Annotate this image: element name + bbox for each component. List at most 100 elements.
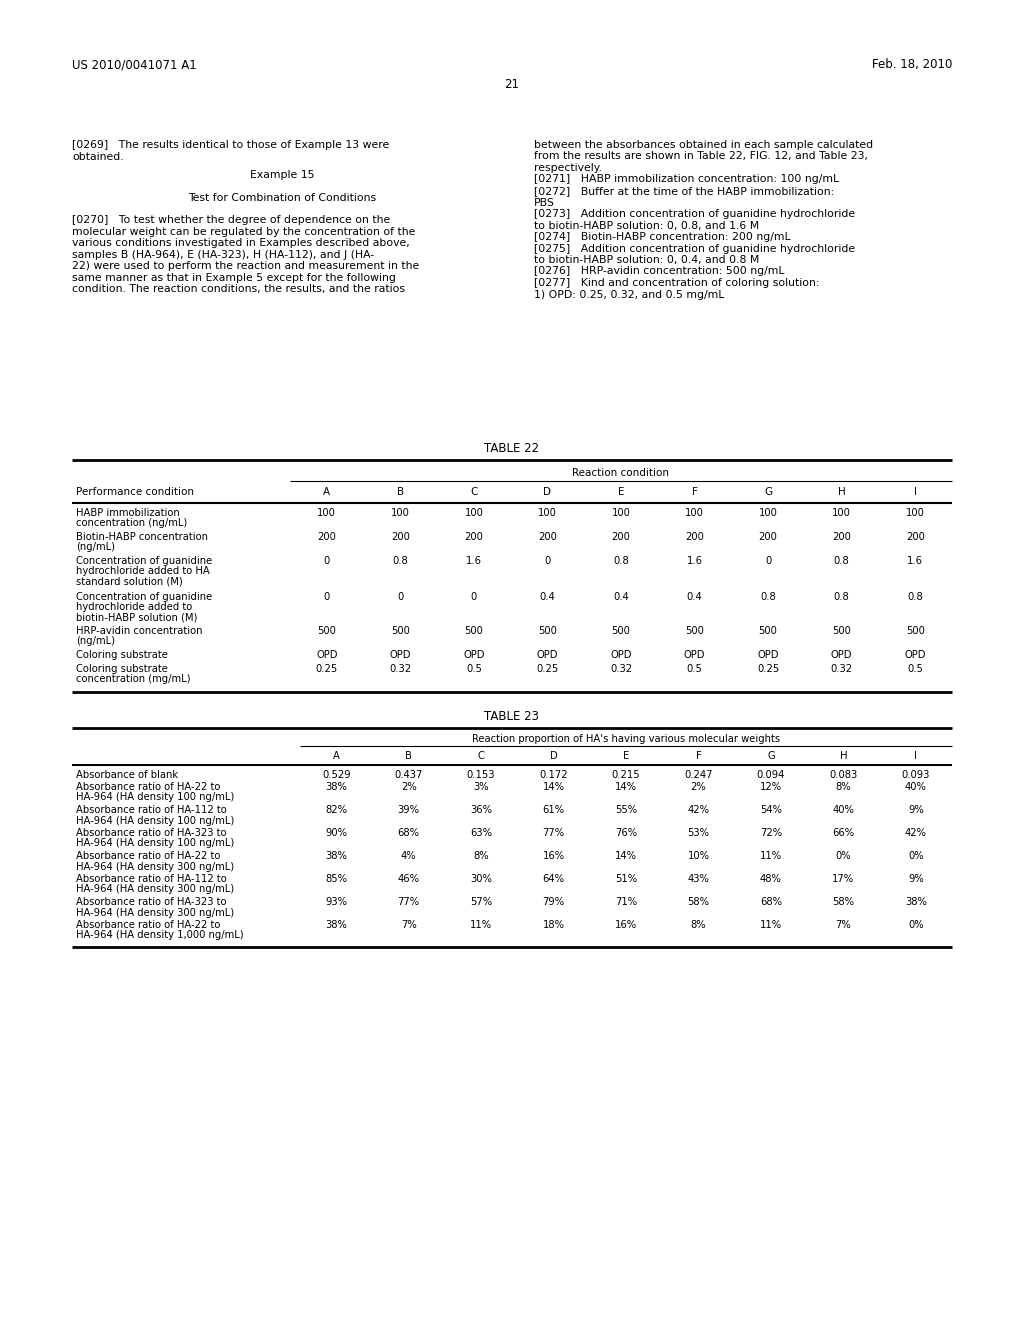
Text: 68%: 68% [760,898,782,907]
Text: 16%: 16% [543,851,564,861]
Text: 4%: 4% [400,851,417,861]
Text: Absorbance ratio of HA-22 to: Absorbance ratio of HA-22 to [76,851,220,861]
Text: HA-964 (HA density 300 ng/mL): HA-964 (HA density 300 ng/mL) [76,884,234,895]
Text: concentration (mg/mL): concentration (mg/mL) [76,675,190,685]
Text: 9%: 9% [908,805,924,814]
Text: 58%: 58% [687,898,710,907]
Text: 200: 200 [759,532,777,543]
Text: 0.153: 0.153 [467,770,496,780]
Text: 77%: 77% [397,898,420,907]
Text: 40%: 40% [833,805,854,814]
Text: 51%: 51% [615,874,637,884]
Text: 14%: 14% [615,851,637,861]
Text: 10%: 10% [687,851,710,861]
Text: OPD: OPD [830,649,852,660]
Text: 1.6: 1.6 [907,556,924,566]
Text: 0.093: 0.093 [901,770,930,780]
Text: 0: 0 [324,556,330,566]
Text: molecular weight can be regulated by the concentration of the: molecular weight can be regulated by the… [72,227,416,236]
Text: Absorbance ratio of HA-323 to: Absorbance ratio of HA-323 to [76,898,226,907]
Text: 0.32: 0.32 [389,664,412,675]
Text: 68%: 68% [397,828,420,838]
Text: Reaction condition: Reaction condition [572,469,670,478]
Text: 64%: 64% [543,874,564,884]
Text: OPD: OPD [904,649,926,660]
Text: Example 15: Example 15 [250,170,314,181]
Text: 18%: 18% [543,920,564,931]
Text: 200: 200 [611,532,631,543]
Text: Absorbance ratio of HA-112 to: Absorbance ratio of HA-112 to [76,805,226,814]
Text: 0.529: 0.529 [322,770,350,780]
Text: 100: 100 [833,508,851,517]
Text: 77%: 77% [543,828,564,838]
Text: 0.25: 0.25 [315,664,338,675]
Text: US 2010/0041071 A1: US 2010/0041071 A1 [72,58,197,71]
Text: 90%: 90% [326,828,347,838]
Text: [0274]   Biotin-HABP concentration: 200 ng/mL: [0274] Biotin-HABP concentration: 200 ng… [534,232,791,242]
Text: [0273]   Addition concentration of guanidine hydrochloride: [0273] Addition concentration of guanidi… [534,209,855,219]
Text: various conditions investigated in Examples described above,: various conditions investigated in Examp… [72,239,410,248]
Text: 38%: 38% [326,851,347,861]
Text: 1.6: 1.6 [686,556,702,566]
Text: 63%: 63% [470,828,493,838]
Text: Absorbance of blank: Absorbance of blank [76,770,178,780]
Text: Absorbance ratio of HA-22 to: Absorbance ratio of HA-22 to [76,781,220,792]
Text: 500: 500 [538,626,557,636]
Text: 61%: 61% [543,805,564,814]
Text: Absorbance ratio of HA-323 to: Absorbance ratio of HA-323 to [76,828,226,838]
Text: HA-964 (HA density 300 ng/mL): HA-964 (HA density 300 ng/mL) [76,862,234,871]
Text: Absorbance ratio of HA-22 to: Absorbance ratio of HA-22 to [76,920,220,931]
Text: 8%: 8% [473,851,488,861]
Text: 42%: 42% [905,828,927,838]
Text: 100: 100 [759,508,777,517]
Text: [0272]   Buffer at the time of the HABP immobilization:: [0272] Buffer at the time of the HABP im… [534,186,835,195]
Text: HABP immobilization: HABP immobilization [76,508,180,517]
Text: 100: 100 [685,508,703,517]
Text: Coloring substrate: Coloring substrate [76,649,168,660]
Text: 0.8: 0.8 [834,591,850,602]
Text: 85%: 85% [326,874,347,884]
Text: 0.4: 0.4 [540,591,555,602]
Text: 66%: 66% [833,828,854,838]
Text: Performance condition: Performance condition [76,487,194,498]
Text: A: A [324,487,331,498]
Text: Coloring substrate: Coloring substrate [76,664,168,675]
Text: (ng/mL): (ng/mL) [76,543,115,553]
Text: 100: 100 [906,508,925,517]
Text: 1) OPD: 0.25, 0.32, and 0.5 mg/mL: 1) OPD: 0.25, 0.32, and 0.5 mg/mL [534,289,724,300]
Text: 39%: 39% [397,805,420,814]
Text: H: H [840,751,847,762]
Text: 100: 100 [465,508,483,517]
Text: 200: 200 [391,532,410,543]
Text: 200: 200 [685,532,703,543]
Text: 11%: 11% [760,851,782,861]
Text: E: E [623,751,629,762]
Text: 0.8: 0.8 [834,556,850,566]
Text: 8%: 8% [690,920,707,931]
Text: D: D [550,751,557,762]
Text: OPD: OPD [758,649,779,660]
Text: 14%: 14% [543,781,564,792]
Text: hydrochloride added to HA: hydrochloride added to HA [76,566,210,577]
Text: 0.172: 0.172 [540,770,568,780]
Text: [0269]   The results identical to those of Example 13 were: [0269] The results identical to those of… [72,140,389,150]
Text: [0270]   To test whether the degree of dependence on the: [0270] To test whether the degree of dep… [72,215,390,226]
Text: 500: 500 [833,626,851,636]
Text: from the results are shown in Table 22, FIG. 12, and Table 23,: from the results are shown in Table 22, … [534,152,868,161]
Text: 12%: 12% [760,781,782,792]
Text: 93%: 93% [326,898,347,907]
Text: B: B [396,487,403,498]
Text: PBS: PBS [534,198,555,207]
Text: 54%: 54% [760,805,782,814]
Text: between the absorbances obtained in each sample calculated: between the absorbances obtained in each… [534,140,873,150]
Text: 79%: 79% [543,898,564,907]
Text: 0: 0 [765,556,771,566]
Text: standard solution (M): standard solution (M) [76,577,182,587]
Text: 71%: 71% [615,898,637,907]
Text: 55%: 55% [615,805,637,814]
Text: Concentration of guanidine: Concentration of guanidine [76,591,212,602]
Text: 7%: 7% [400,920,417,931]
Text: 0.215: 0.215 [611,770,640,780]
Text: 21: 21 [505,78,519,91]
Text: 0.8: 0.8 [392,556,409,566]
